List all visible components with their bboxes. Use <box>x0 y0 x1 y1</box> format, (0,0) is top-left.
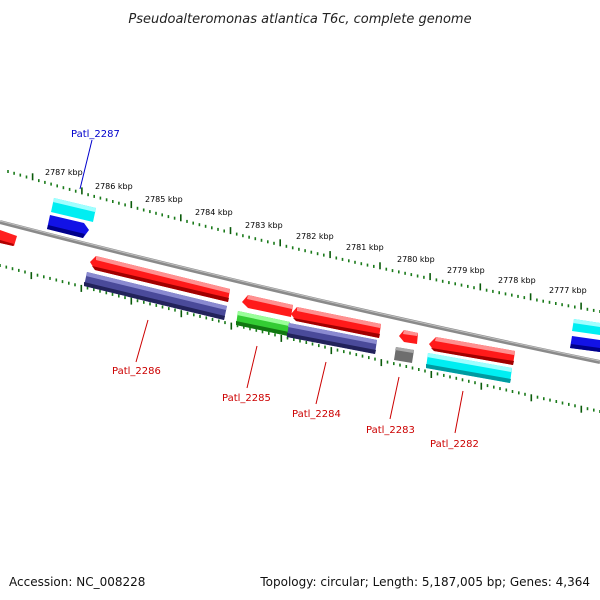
scale-label: 2785 kbp <box>145 195 183 204</box>
gene-patl-2287-blue[interactable] <box>47 215 89 238</box>
gene-patl-2282-red[interactable] <box>429 337 515 365</box>
outer-tick-track <box>7 170 600 313</box>
gene-patl-2284-navy[interactable] <box>287 323 377 354</box>
scale-label: 2777 kbp <box>549 286 587 295</box>
gene-patl-2283-gray[interactable] <box>394 347 414 363</box>
genome-backbone-highlight <box>0 220 600 362</box>
genome-title: Pseudoalteromonas atlantica T6c, complet… <box>128 12 471 27</box>
gene-right-edge-blue[interactable] <box>570 336 600 352</box>
leader-line <box>79 139 93 190</box>
scale-label: 2787 kbp <box>45 168 83 177</box>
leader-line <box>389 376 400 420</box>
scale-label: 2786 kbp <box>95 182 133 191</box>
gene-patl-2283-red[interactable] <box>399 330 418 344</box>
genome-summary-text: Topology: circular; Length: 5,187,005 bp… <box>259 575 590 589</box>
gene-patl-2284-red[interactable] <box>291 307 381 338</box>
scale-label: 2779 kbp <box>447 266 485 275</box>
leader-line <box>315 361 327 405</box>
gene-patl-2286-red[interactable] <box>90 256 230 302</box>
gene-label-patl-2284[interactable]: Patl_2284 <box>292 409 341 420</box>
gene-patl-2287-cyan[interactable] <box>51 198 96 222</box>
scale-label: 2783 kbp <box>245 221 283 230</box>
gene-right-edge-cyan[interactable] <box>572 319 600 335</box>
gene-label-patl-2285[interactable]: Patl_2285 <box>222 393 271 404</box>
scale-label: 2784 kbp <box>195 208 233 217</box>
leader-line <box>135 319 149 363</box>
gene-label-patl-2282[interactable]: Patl_2282 <box>430 439 479 450</box>
genome-backbone <box>0 220 600 364</box>
gene-patl-2285-green[interactable] <box>236 311 290 336</box>
gene-label-patl-2283[interactable]: Patl_2283 <box>366 425 415 436</box>
gene-label-patl-2286[interactable]: Patl_2286 <box>112 366 161 377</box>
gene-label-patl-2287[interactable]: Patl_2287 <box>71 129 120 140</box>
scale-label: 2778 kbp <box>498 276 536 285</box>
leader-line <box>454 390 464 434</box>
gene-left-edge-red[interactable] <box>0 230 17 246</box>
gene-patl-2285-red[interactable] <box>242 295 293 317</box>
scale-label: 2782 kbp <box>296 232 334 241</box>
gene-patl-2286-navy[interactable] <box>84 272 227 320</box>
gene-patl-2282-cyan[interactable] <box>426 353 512 383</box>
scale-label: 2781 kbp <box>346 243 384 252</box>
leader-line <box>246 345 258 389</box>
accession-text: Accession: NC_008228 <box>9 575 145 589</box>
inner-tick-track <box>0 264 600 413</box>
scale-label: 2780 kbp <box>397 255 435 264</box>
